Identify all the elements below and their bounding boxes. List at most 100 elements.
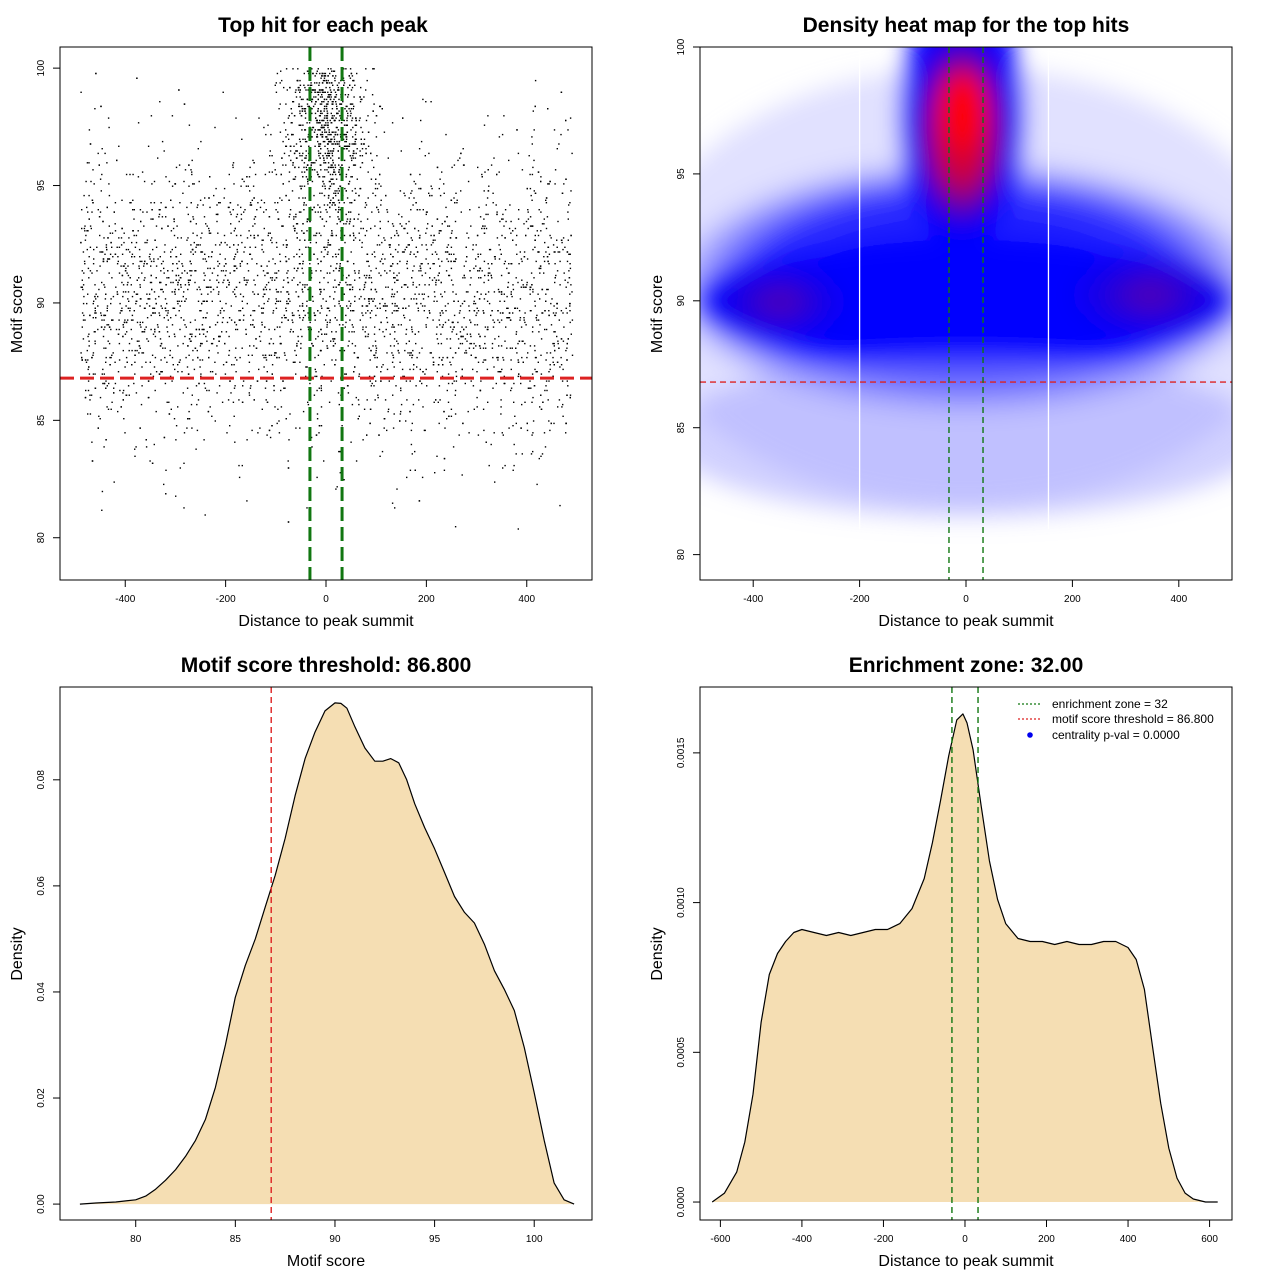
scatter-point xyxy=(316,119,318,122)
scatter-point xyxy=(334,166,337,169)
scatter-point xyxy=(183,462,185,464)
y-tick-label: 0.0015 xyxy=(676,737,687,768)
scatter-point xyxy=(363,138,366,140)
scatter-point xyxy=(320,288,322,291)
x-tick-label: 200 xyxy=(418,594,435,605)
scatter-point xyxy=(359,155,361,157)
scatter-point xyxy=(94,295,96,298)
scatter-point xyxy=(207,410,210,413)
scatter-point xyxy=(308,105,311,108)
scatter-point xyxy=(353,218,355,220)
scatter-point xyxy=(550,302,552,305)
scatter-point xyxy=(548,263,550,265)
scatter-point xyxy=(209,406,211,408)
scatter-point xyxy=(327,166,330,169)
scatter-point xyxy=(358,277,361,279)
scatter-point xyxy=(338,324,341,326)
scatter-point xyxy=(549,234,551,237)
scatter-point xyxy=(299,185,301,187)
scatter-point xyxy=(177,237,179,239)
scatter-point xyxy=(446,389,448,392)
scatter-point xyxy=(321,218,324,220)
scatter-point xyxy=(412,349,414,352)
scatter-point xyxy=(317,354,320,356)
scatter-point xyxy=(347,169,350,171)
scatter-point xyxy=(131,295,134,298)
scatter-point xyxy=(299,427,301,429)
scatter-point xyxy=(284,256,287,258)
scatter-point xyxy=(236,267,238,270)
scatter-point xyxy=(565,286,567,288)
scatter-point xyxy=(421,347,423,349)
scatter-point xyxy=(163,272,165,274)
scatter-point xyxy=(374,256,376,258)
scatter-point xyxy=(455,237,457,239)
scatter-point xyxy=(270,354,273,356)
scatter-point xyxy=(97,328,99,331)
scatter-point xyxy=(424,305,426,307)
scatter-point xyxy=(303,209,305,211)
scatter-point xyxy=(343,202,345,204)
scatter-point xyxy=(534,349,536,352)
scatter-point xyxy=(81,227,83,230)
scatter-point xyxy=(440,333,442,335)
scatter-point xyxy=(253,234,255,237)
scatter-point xyxy=(374,354,376,356)
scatter-point xyxy=(116,246,118,248)
scatter-point xyxy=(311,101,313,103)
scatter-point xyxy=(417,310,420,312)
scatter-point xyxy=(348,145,351,147)
scatter-point xyxy=(291,133,293,136)
scatter-point xyxy=(160,281,162,284)
scatter-point xyxy=(324,152,326,155)
scatter-point xyxy=(114,382,117,385)
scatter-point xyxy=(163,317,165,319)
scatter-point xyxy=(347,345,349,347)
scatter-point xyxy=(236,248,238,251)
scatter-point xyxy=(234,253,237,255)
scatter-point xyxy=(280,70,282,72)
scatter-point xyxy=(354,366,356,368)
scatter-point xyxy=(542,312,544,314)
scatter-point xyxy=(531,284,533,286)
scatter-point xyxy=(340,103,343,105)
scatter-point xyxy=(545,385,547,387)
scatter-point xyxy=(159,338,162,340)
scatter-point xyxy=(417,307,419,309)
scatter-point xyxy=(222,91,224,93)
scatter-point xyxy=(549,368,551,371)
scatter-point xyxy=(189,340,192,342)
scatter-point xyxy=(301,155,303,157)
scatter-point xyxy=(446,258,448,260)
scatter-point xyxy=(142,331,144,333)
scatter-point xyxy=(538,457,540,460)
scatter-point xyxy=(331,234,334,237)
scatter-point xyxy=(428,284,430,286)
scatter-point xyxy=(129,173,131,176)
scatter-point xyxy=(535,260,537,263)
scatter-point xyxy=(384,258,386,260)
scatter-point xyxy=(380,371,382,373)
scatter-point xyxy=(548,380,550,382)
scatter-point xyxy=(512,284,514,286)
scatter-point xyxy=(91,441,93,443)
scatter-point xyxy=(318,155,320,157)
scatter-point xyxy=(487,213,489,216)
scatter-point xyxy=(391,293,393,295)
scatter-point xyxy=(551,298,553,300)
scatter-point xyxy=(483,260,486,263)
scatter-point xyxy=(254,223,256,225)
scatter-point xyxy=(161,307,163,309)
scatter-point xyxy=(373,333,376,335)
scatter-point xyxy=(464,382,466,385)
scatter-point xyxy=(393,338,396,340)
scatter-point xyxy=(344,108,346,110)
panel-distance-density: Enrichment zone: 32.00 -600 -400 -200 0 200 4… xyxy=(649,654,1233,1270)
scatter-point xyxy=(420,302,422,305)
scatter-point xyxy=(418,237,421,239)
scatter-point xyxy=(353,270,356,272)
scatter-point xyxy=(552,375,554,378)
scatter-point xyxy=(147,380,150,382)
scatter-point xyxy=(339,115,341,117)
scatter-point xyxy=(291,190,294,192)
